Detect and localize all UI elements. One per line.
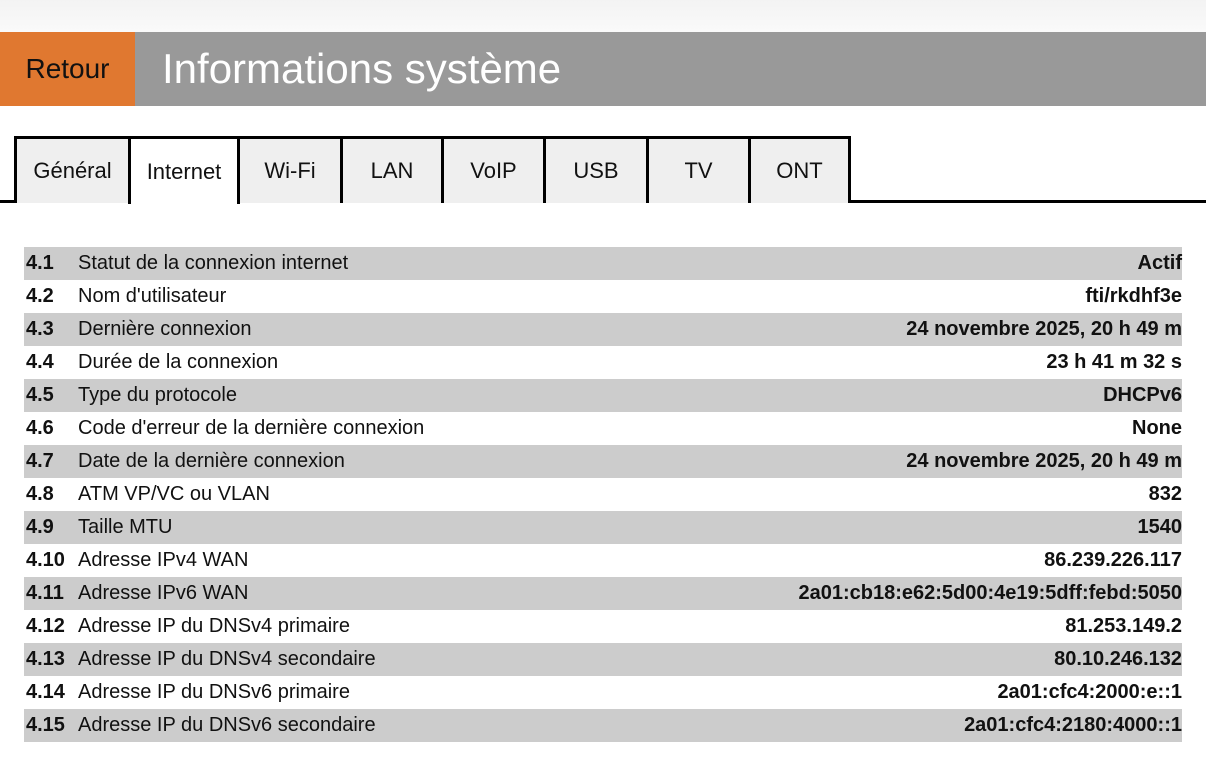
row-number: 4.10 (26, 549, 65, 571)
row-label: Adresse IPv4 WAN (78, 549, 249, 571)
row-label: Adresse IP du DNSv4 primaire (78, 615, 350, 637)
row-number: 4.11 (26, 582, 64, 604)
internet-info-table: 4.1 Statut de la connexion internet Actif 4… (24, 247, 1182, 742)
row-value: 24 novembre 2025, 20 h 49 m (906, 318, 1182, 340)
tab-lan[interactable]: LAN (340, 136, 444, 203)
row-label: Date de la dernière connexion (78, 450, 345, 472)
row-value: None (1132, 417, 1182, 439)
row-label: Taille MTU (78, 516, 173, 538)
page-header: Retour Informations système (0, 32, 1206, 106)
tab-general[interactable]: Général (14, 136, 131, 203)
table-row: 4.9 Taille MTU 1540 (24, 511, 1182, 544)
table-row: 4.7 Date de la dernière connexion 24 novem… (24, 445, 1182, 478)
tab-wifi[interactable]: Wi-Fi (237, 136, 343, 203)
tab-voip[interactable]: VoIP (441, 136, 546, 203)
tab-baseline (848, 200, 1206, 203)
top-bar (0, 0, 1206, 32)
row-number: 4.13 (26, 648, 65, 670)
row-number: 4.2 (26, 285, 54, 307)
row-value: 1540 (1137, 516, 1183, 538)
row-value: 2a01:cfc4:2000:e::1 (997, 681, 1182, 703)
tab-baseline (0, 200, 16, 203)
row-value: 80.10.246.132 (1054, 648, 1182, 670)
row-label: Dernière connexion (78, 318, 252, 340)
row-value: 23 h 41 m 32 s (1046, 351, 1182, 373)
table-row: 4.15 Adresse IP du DNSv6 secondaire 2a01:c… (24, 709, 1182, 742)
row-number: 4.1 (26, 252, 54, 274)
table-row: 4.12 Adresse IP du DNSv4 primaire 81.253.1… (24, 610, 1182, 643)
table-row: 4.10 Adresse IPv4 WAN 86.239.226.117 (24, 544, 1182, 577)
row-number: 4.5 (26, 384, 54, 406)
row-label: Adresse IP du DNSv4 secondaire (78, 648, 376, 670)
row-value: 832 (1148, 483, 1182, 505)
row-number: 4.3 (26, 318, 54, 340)
table-row: 4.2 Nom d'utilisateur fti/rkdhf3e (24, 280, 1182, 313)
row-value: 2a01:cfc4:2180:4000::1 (964, 714, 1182, 736)
table-row: 4.13 Adresse IP du DNSv4 secondaire 80.10.… (24, 643, 1182, 676)
tab-internet[interactable]: Internet (128, 136, 240, 204)
row-number: 4.12 (26, 615, 65, 637)
row-value: 86.239.226.117 (1044, 549, 1182, 571)
row-label: Code d'erreur de la dernière connexion (78, 417, 425, 439)
table-row: 4.5 Type du protocole DHCPv6 (24, 379, 1182, 412)
table-row: 4.11 Adresse IPv6 WAN 2a01:cb18:e62:5d00:4… (24, 577, 1182, 610)
table-row: 4.3 Dernière connexion 24 novembre 2025, 2… (24, 313, 1182, 346)
row-label: Nom d'utilisateur (78, 285, 227, 307)
row-number: 4.6 (26, 417, 54, 439)
row-label: Type du protocole (78, 384, 237, 406)
row-number: 4.9 (26, 516, 54, 538)
row-number: 4.7 (26, 450, 54, 472)
row-label: Durée de la connexion (78, 351, 279, 373)
row-value: 81.253.149.2 (1065, 615, 1182, 637)
page-title: Informations système (162, 45, 562, 92)
table-row: 4.1 Statut de la connexion internet Actif (24, 247, 1182, 280)
row-number: 4.15 (26, 714, 65, 736)
row-label: ATM VP/VC ou VLAN (78, 483, 270, 505)
row-number: 4.4 (26, 351, 54, 373)
row-label: Adresse IP du DNSv6 secondaire (78, 714, 376, 736)
table-row: 4.14 Adresse IP du DNSv6 primaire 2a01:cfc… (24, 676, 1182, 709)
row-value: fti/rkdhf3e (1085, 285, 1182, 307)
tab-usb[interactable]: USB (543, 136, 649, 203)
table-row: 4.4 Durée de la connexion 23 h 41 m 32 s (24, 346, 1182, 379)
row-label: Adresse IP du DNSv6 primaire (78, 681, 350, 703)
row-value: 24 novembre 2025, 20 h 49 m (906, 450, 1182, 472)
tab-tv[interactable]: TV (646, 136, 751, 203)
row-number: 4.14 (26, 681, 65, 703)
table-row: 4.8 ATM VP/VC ou VLAN 832 (24, 478, 1182, 511)
row-value: Actif (1137, 252, 1182, 274)
row-value: 2a01:cb18:e62:5d00:4e19:5dff:febd:5050 (798, 582, 1182, 604)
row-label: Statut de la connexion internet (78, 252, 349, 274)
row-value: DHCPv6 (1103, 384, 1182, 406)
tab-ont[interactable]: ONT (748, 136, 851, 203)
back-button[interactable]: Retour (0, 32, 135, 106)
row-number: 4.8 (26, 483, 54, 505)
table-row: 4.6 Code d'erreur de la dernière connexio… (24, 412, 1182, 445)
row-label: Adresse IPv6 WAN (78, 582, 249, 604)
tab-bar: Général Internet Wi-Fi LAN VoIP USB TV O… (0, 136, 1206, 204)
